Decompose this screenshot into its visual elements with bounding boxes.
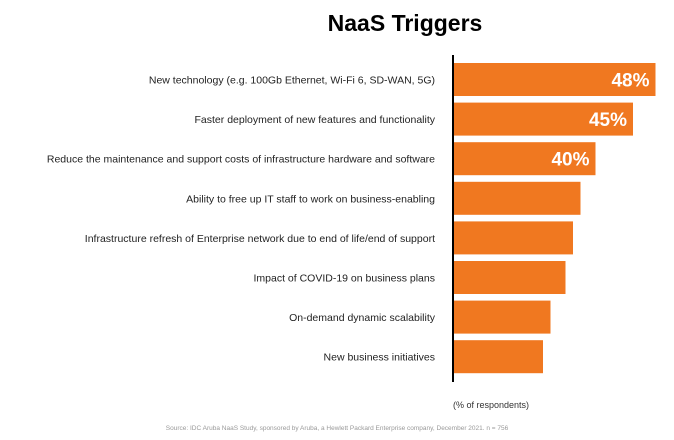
category-label: Faster deployment of new features and fu… [195, 114, 436, 126]
category-label: Impact of COVID-19 on business plans [253, 273, 435, 285]
bar [453, 300, 551, 334]
bar [453, 63, 656, 96]
category-label: Ability to free up IT staff to work on b… [186, 193, 435, 205]
category-label: New technology (e.g. 100Gb Ethernet, Wi-… [149, 75, 435, 87]
data-label: 48% [611, 71, 649, 92]
category-label: Reduce the maintenance and support costs… [47, 154, 435, 166]
bar [453, 221, 573, 255]
bar [453, 181, 581, 215]
chart-title: NaaS Triggers [327, 10, 483, 36]
x-axis-label: (% of respondents) [453, 400, 530, 410]
category-label: Infrastructure refresh of Enterprise net… [85, 233, 435, 245]
data-label: 45% [589, 110, 627, 131]
category-label: On-demand dynamic scalability [289, 312, 436, 324]
bar [453, 261, 566, 294]
category-label: New business initiatives [324, 352, 435, 364]
bar [453, 142, 596, 176]
bar [453, 102, 633, 136]
data-label: 40% [551, 150, 589, 171]
source-note: Source: IDC Aruba NaaS Study, sponsored … [165, 425, 509, 432]
bar [453, 340, 543, 374]
